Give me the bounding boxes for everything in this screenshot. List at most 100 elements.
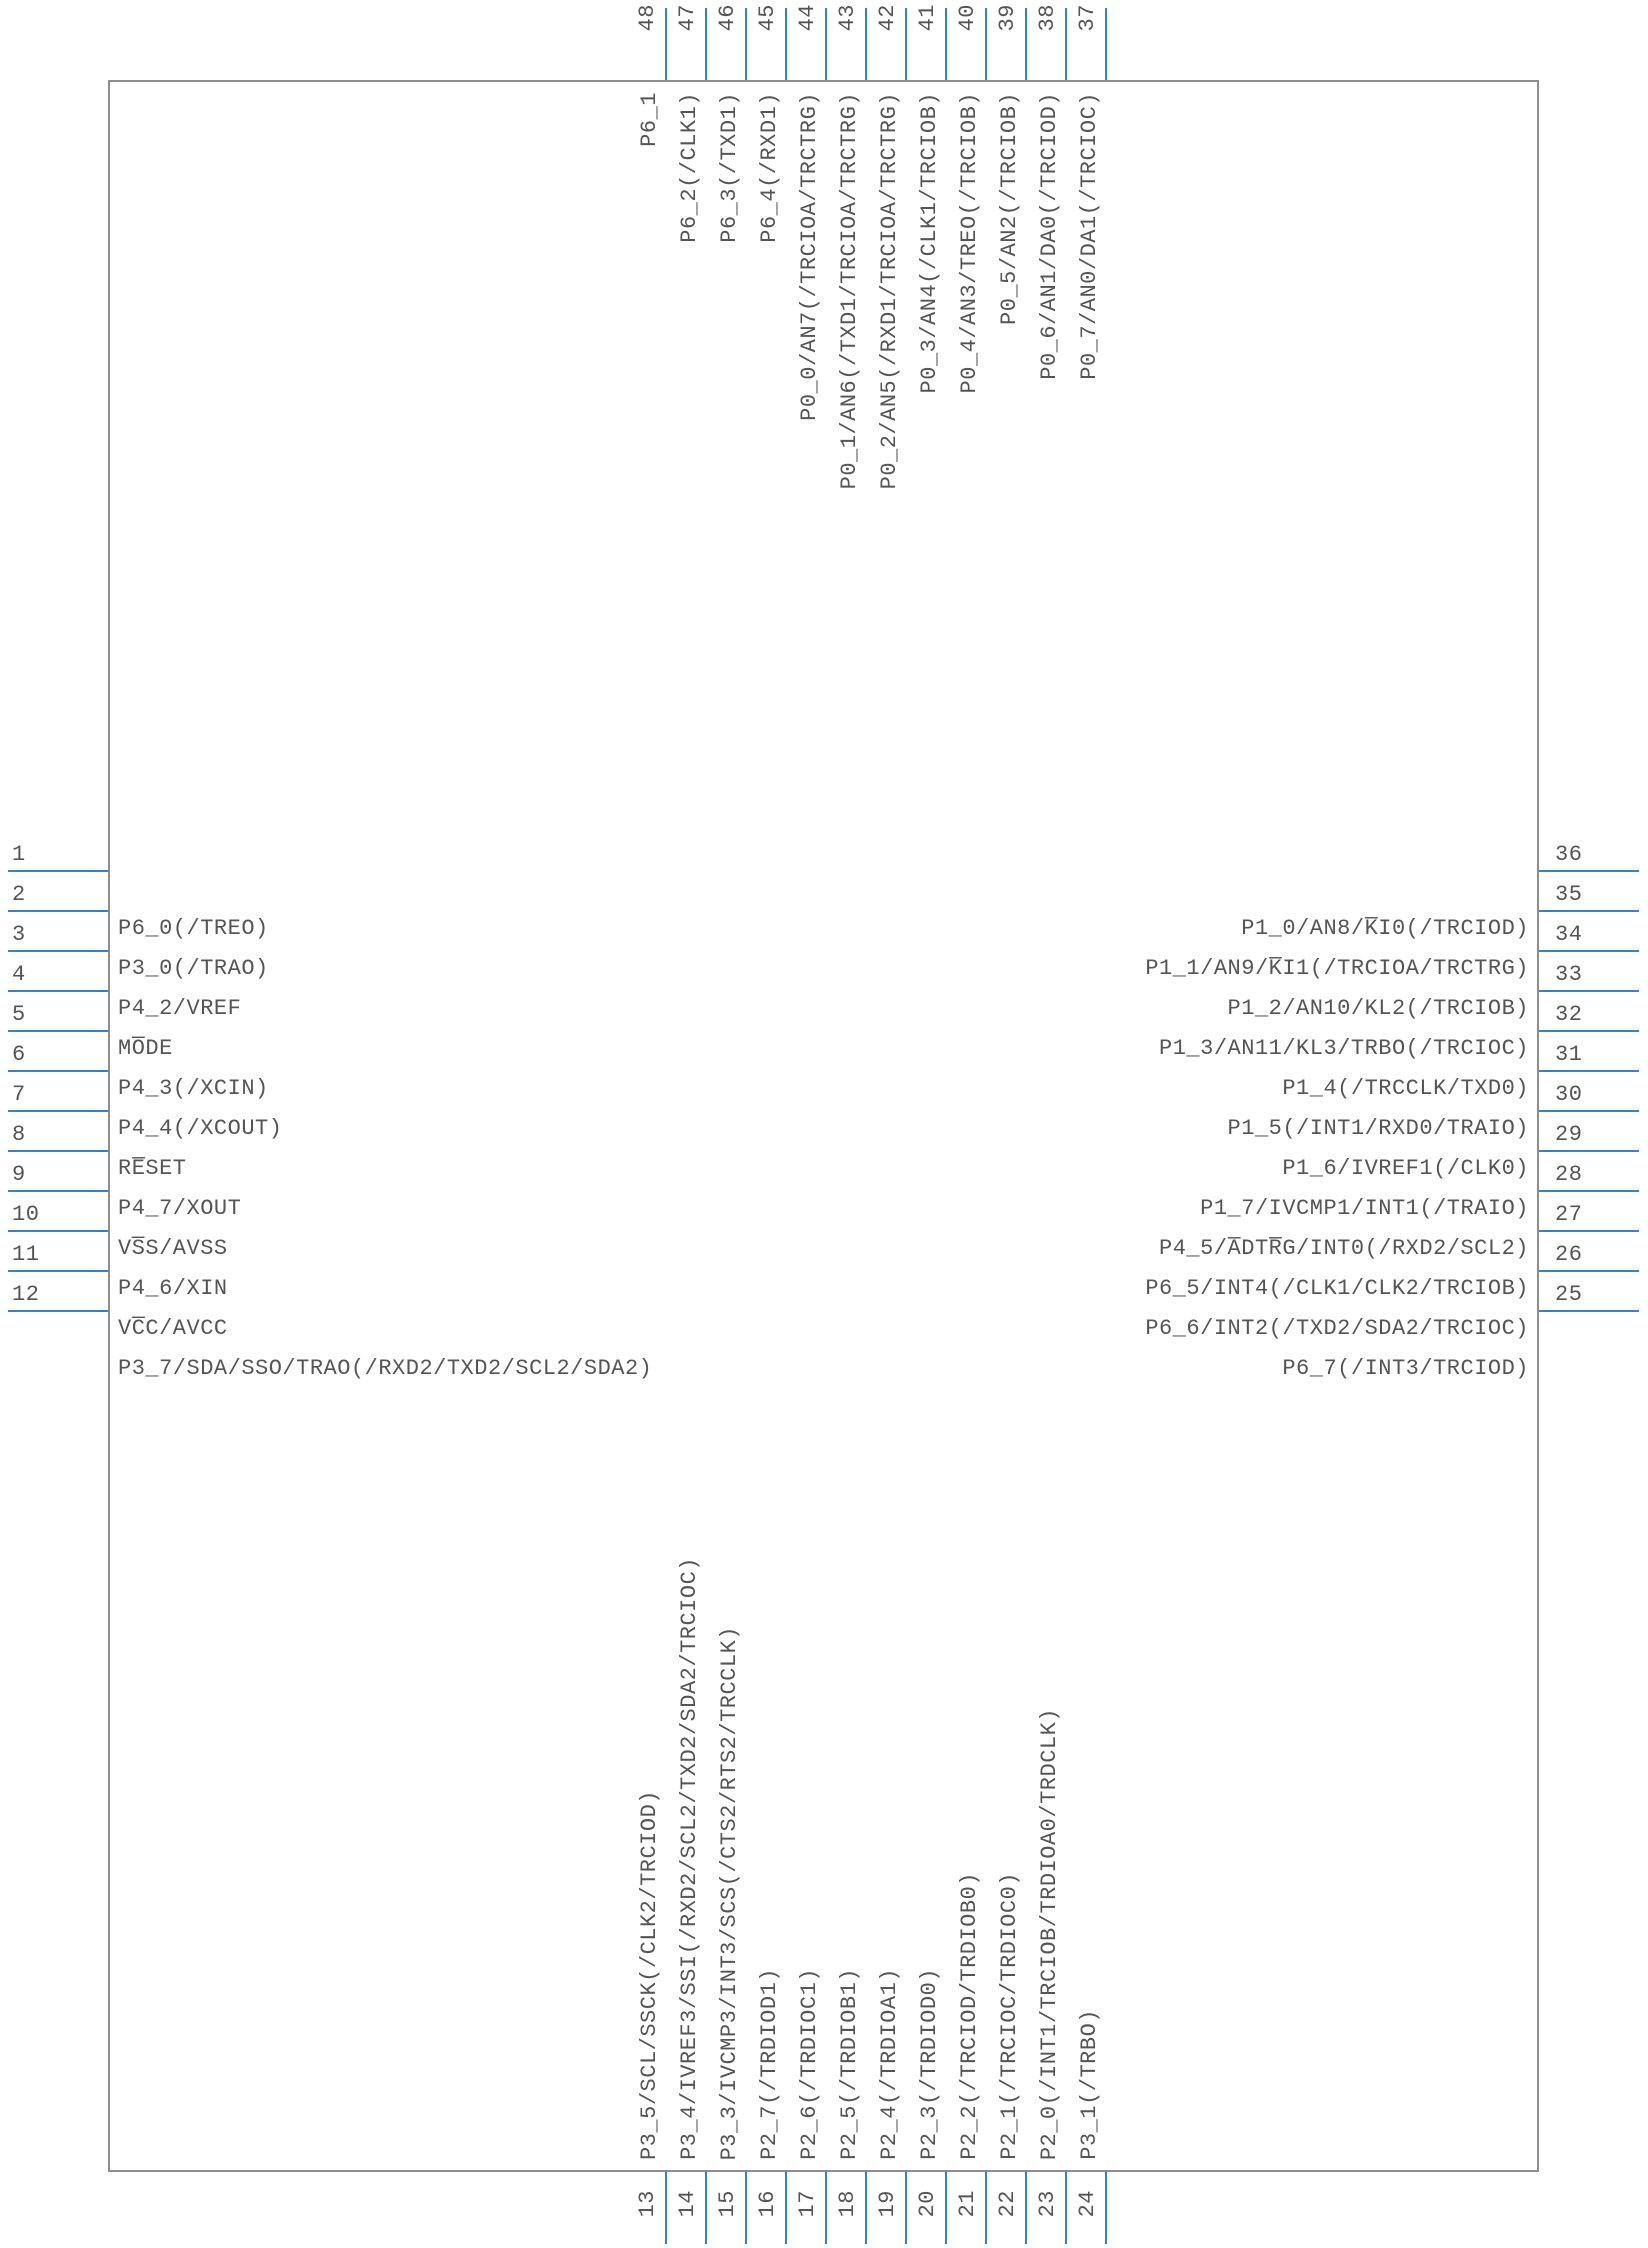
pin-tick [985, 2172, 987, 2244]
pin-number: 43 [835, 4, 860, 31]
pin-label: P1_3/AN11/KL3/TRBO(/TRCIOC) [1159, 1036, 1529, 1061]
pin-number: 45 [755, 4, 780, 31]
pin-label: P3_1(/TRBO) [1077, 2009, 1102, 2160]
pin-label: P6_1 [637, 92, 662, 147]
pin-tick [1539, 1310, 1639, 1312]
pin-tick [8, 910, 108, 912]
pin-number: 37 [1075, 4, 1100, 31]
pin-label: P2_7(/TRDIOD1) [757, 1968, 782, 2160]
pin-number: 10 [12, 1202, 39, 1227]
pin-label: P2_6(/TRDIOC1) [797, 1968, 822, 2160]
pin-label: P6_0(/TREO) [118, 916, 269, 941]
pin-tick [8, 1110, 108, 1112]
pin-label: P0_5/AN2(/TRCIOB) [997, 92, 1022, 325]
pin-tick [825, 2172, 827, 2244]
pin-label: P2_5(/TRDIOB1) [837, 1968, 862, 2160]
pin-label: RE̅SET [118, 1156, 187, 1181]
pin-tick [8, 990, 108, 992]
pin-number: 33 [1555, 962, 1582, 987]
pin-number: 4 [12, 962, 26, 987]
pin-label: P1_0/AN8/K̅I0(/TRCIOD) [1241, 916, 1529, 941]
pin-tick [1539, 990, 1639, 992]
pin-label: P6_5/INT4(/CLK1/CLK2/TRCIOB) [1145, 1276, 1529, 1301]
pin-tick [1539, 870, 1639, 872]
pin-tick [1065, 2172, 1067, 2244]
pin-tick [1539, 1150, 1639, 1152]
pin-number: 2 [12, 882, 26, 907]
pin-tick [865, 8, 867, 80]
pin-number: 31 [1555, 1042, 1582, 1067]
pin-number: 12 [12, 1282, 39, 1307]
pin-label: P1_6/IVREF1(/CLK0) [1282, 1156, 1529, 1181]
pin-tick [745, 8, 747, 80]
pin-number: 46 [715, 4, 740, 31]
pin-number: 23 [1035, 2190, 1060, 2217]
pin-number: 6 [12, 1042, 26, 1067]
pin-number: 40 [955, 4, 980, 31]
pin-label: P4_6/XIN [118, 1276, 228, 1301]
pin-tick [905, 8, 907, 80]
pin-number: 25 [1555, 1282, 1582, 1307]
pin-label: P3_3/IVCMP3/INT3/SCS(/CTS2/RTS2/TRCCLK) [717, 1626, 742, 2160]
pin-number: 20 [915, 2190, 940, 2217]
pin-label: MO̅DE [118, 1036, 173, 1061]
pin-number: 14 [675, 2190, 700, 2217]
pin-label: P1_7/IVCMP1/INT1(/TRAIO) [1200, 1196, 1529, 1221]
pin-number: 8 [12, 1122, 26, 1147]
pin-tick [1025, 8, 1027, 80]
pin-label: P0_4/AN3/TREO(/TRCIOB) [957, 92, 982, 393]
pin-number: 48 [635, 4, 660, 31]
pin-label: P1_1/AN9/K̅I1(/TRCIOA/TRCTRG) [1145, 956, 1529, 981]
pin-label: P2_4(/TRDIOA1) [877, 1968, 902, 2160]
pin-label: P6_7(/INT3/TRCIOD) [1282, 1356, 1529, 1381]
pin-number: 3 [12, 922, 26, 947]
pin-tick [1539, 910, 1639, 912]
pin-label: P2_2(/TRCIOD/TRDIOB0) [957, 1872, 982, 2160]
pin-label: P0_1/AN6(/TXD1/TRCIOA/TRCTRG) [837, 92, 862, 489]
pin-number: 34 [1555, 922, 1582, 947]
pin-number: 9 [12, 1162, 26, 1187]
pin-label: P4_3(/XCIN) [118, 1076, 269, 1101]
pin-number: 15 [715, 2190, 740, 2217]
pin-number: 5 [12, 1002, 26, 1027]
pin-tick [705, 8, 707, 80]
pin-number: 13 [635, 2190, 660, 2217]
pin-tick [745, 2172, 747, 2244]
pin-label: P1_4(/TRCCLK/TXD0) [1282, 1076, 1529, 1101]
pin-number: 21 [955, 2190, 980, 2217]
pin-tick [1539, 1190, 1639, 1192]
pin-tick [1539, 1270, 1639, 1272]
pin-number: 44 [795, 4, 820, 31]
pin-tick [1539, 1230, 1639, 1232]
pin-label: P4_7/XOUT [118, 1196, 241, 1221]
pin-label: P0_2/AN5(/RXD1/TRCIOA/TRCTRG) [877, 92, 902, 489]
pin-tick [1105, 2172, 1107, 2244]
pin-tick [665, 8, 667, 80]
pin-tick [8, 950, 108, 952]
pin-tick [1065, 8, 1067, 80]
pin-tick [1025, 2172, 1027, 2244]
pin-number: 41 [915, 4, 940, 31]
pin-tick [8, 870, 108, 872]
pin-label: P0_3/AN4(/CLK1/TRCIOB) [917, 92, 942, 393]
pin-number: 35 [1555, 882, 1582, 907]
pin-number: 16 [755, 2190, 780, 2217]
pin-number: 1 [12, 842, 26, 867]
pin-label: P0_7/AN0/DA1(/TRCIOC) [1077, 92, 1102, 380]
pin-label: P4_5/A̅DTR̅G/INT0(/RXD2/SCL2) [1159, 1236, 1529, 1261]
pin-label: P3_0(/TRAO) [118, 956, 269, 981]
pin-tick [8, 1310, 108, 1312]
pin-tick [945, 2172, 947, 2244]
pin-label: P3_4/IVREF3/SSI(/RXD2/SCL2/TXD2/SDA2/TRC… [677, 1557, 702, 2160]
pin-number: 18 [835, 2190, 860, 2217]
pin-label: P6_6/INT2(/TXD2/SDA2/TRCIOC) [1145, 1316, 1529, 1341]
pin-label: P4_4(/XCOUT) [118, 1116, 282, 1141]
pin-number: 30 [1555, 1082, 1582, 1107]
pin-label: P6_3(/TXD1) [717, 92, 742, 243]
pin-label: P2_3(/TRDIOD0) [917, 1968, 942, 2160]
pin-tick [705, 2172, 707, 2244]
pin-label: P0_0/AN7(/TRCIOA/TRCTRG) [797, 92, 822, 421]
pin-tick [8, 1150, 108, 1152]
pin-tick [785, 2172, 787, 2244]
pin-label: P3_7/SDA/SSO/TRAO(/RXD2/TXD2/SCL2/SDA2) [118, 1356, 652, 1381]
